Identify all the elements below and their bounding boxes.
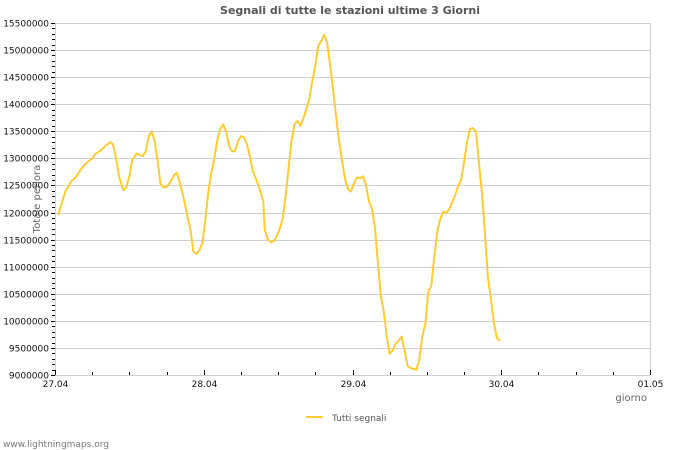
y-tick-label: 14500000 xyxy=(3,74,49,84)
y-tick-label: 14000000 xyxy=(3,101,49,111)
x-tick-label: 29.04 xyxy=(341,380,367,390)
y-tick-label: 13000000 xyxy=(3,155,49,165)
y-tick-label: 12500000 xyxy=(3,182,49,192)
y-tick-label: 9000000 xyxy=(9,372,49,382)
y-tick-label: 10000000 xyxy=(3,318,49,328)
x-tick-label: 28.04 xyxy=(192,380,218,390)
y-axis-label: Totale periora xyxy=(32,165,43,234)
y-tick-label: 10500000 xyxy=(3,291,49,301)
y-axis-ticks: 9000000 9500000 10000000 10500000 11000000 11… xyxy=(3,20,55,382)
x-tick-label: 01.05 xyxy=(638,380,664,390)
series-line-tutti-segnali xyxy=(57,33,501,371)
x-axis-ticks: 27.04 28.04 29.04 30.04 01.05 xyxy=(43,370,664,390)
y-tick-label: 13500000 xyxy=(3,128,49,138)
y-tick-label: 15500000 xyxy=(3,20,49,30)
x-tick-label: 30.04 xyxy=(489,380,515,390)
x-axis-label: giorno xyxy=(615,393,647,404)
legend-label: Tutti segnali xyxy=(331,414,386,424)
y-tick-label: 11000000 xyxy=(3,264,49,274)
y-tick-label: 15000000 xyxy=(3,47,49,57)
chart-title: Segnali di tutte le stazioni ultime 3 Gi… xyxy=(220,4,480,17)
x-tick-label: 27.04 xyxy=(43,380,69,390)
footer-source-link[interactable]: www.lightningmaps.org xyxy=(3,440,109,450)
y-tick-label: 11500000 xyxy=(3,237,49,247)
y-tick-label: 12000000 xyxy=(3,210,49,220)
y-tick-label: 9500000 xyxy=(9,345,49,355)
legend: Tutti segnali xyxy=(306,414,386,424)
axes xyxy=(55,23,651,376)
gridlines xyxy=(55,23,650,349)
